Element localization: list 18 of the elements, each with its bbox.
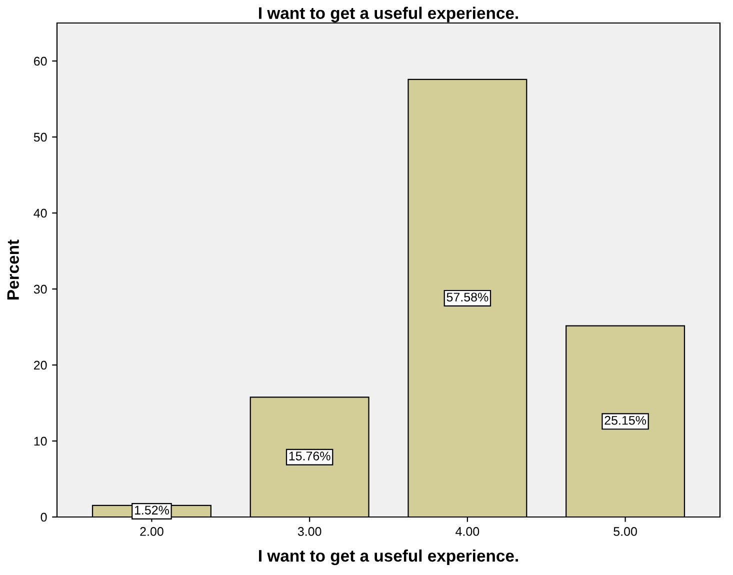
y-tick-label: 10 [34, 436, 47, 446]
x-tick-label: 4.00 [456, 527, 480, 536]
x-tick-label: 3.00 [298, 527, 322, 536]
y-tick-label: 50 [34, 132, 47, 142]
y-tick-label: 30 [34, 284, 47, 294]
y-tick-label: 40 [34, 208, 47, 218]
y-tick-label: 0 [40, 512, 47, 522]
x-tick-label: 2.00 [140, 527, 164, 536]
data-label: 25.15% [604, 416, 646, 425]
x-axis-title: I want to get a useful experience. [259, 549, 518, 566]
x-tick-label: 5.00 [614, 527, 637, 536]
data-label: 1.52% [134, 506, 169, 515]
chart-title: I want to get a useful experience. [259, 6, 518, 22]
data-label: 57.58% [446, 292, 488, 302]
data-label: 15.76% [289, 452, 330, 460]
y-tick-label: 20 [34, 360, 47, 370]
y-axis-title: Percent [7, 240, 19, 300]
y-tick-label: 60 [34, 56, 47, 66]
